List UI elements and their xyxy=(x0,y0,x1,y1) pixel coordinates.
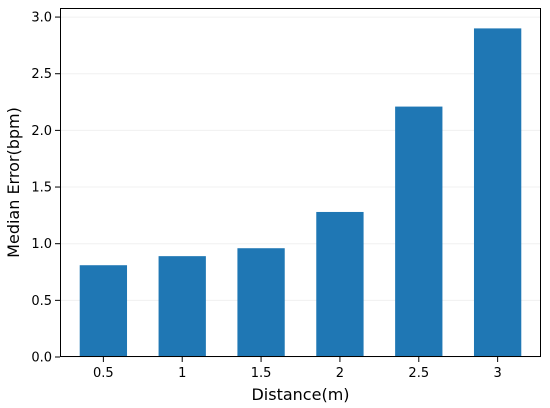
x-tick-label: 2 xyxy=(336,366,344,381)
bars xyxy=(79,28,522,357)
y-tick-label: 0.0 xyxy=(31,351,52,366)
y-tick-label: 3.0 xyxy=(31,11,52,26)
x-tick-label: 0.5 xyxy=(93,366,114,381)
x-tick-label: 3 xyxy=(493,366,501,381)
y-tick-label: 2.0 xyxy=(31,124,52,139)
bar-2 xyxy=(316,211,364,357)
x-axis-ticks: 0.5 1 1.5 2 2.5 3 xyxy=(93,357,502,381)
x-axis-label: Distance(m) xyxy=(251,385,349,404)
y-tick-label: 0.5 xyxy=(31,294,52,309)
bar-2.5 xyxy=(395,106,443,357)
y-tick-label: 2.5 xyxy=(31,67,52,82)
y-axis-label: Median Error(bpm) xyxy=(4,107,23,258)
bar-1 xyxy=(158,256,206,357)
bar-0.5 xyxy=(79,265,128,357)
y-axis-ticks: 0.0 0.5 1.0 1.5 2.0 2.5 3.0 xyxy=(31,11,60,366)
bar-3 xyxy=(473,28,522,357)
bar-1.5 xyxy=(237,248,285,357)
x-tick-label: 1 xyxy=(178,366,186,381)
plot-frame xyxy=(60,8,541,357)
x-tick-label: 1.5 xyxy=(251,366,272,381)
y-tick-label: 1.5 xyxy=(31,181,52,196)
y-tick-label: 1.0 xyxy=(31,237,52,252)
x-tick-label: 2.5 xyxy=(408,366,429,381)
grid-lines xyxy=(60,16,541,358)
